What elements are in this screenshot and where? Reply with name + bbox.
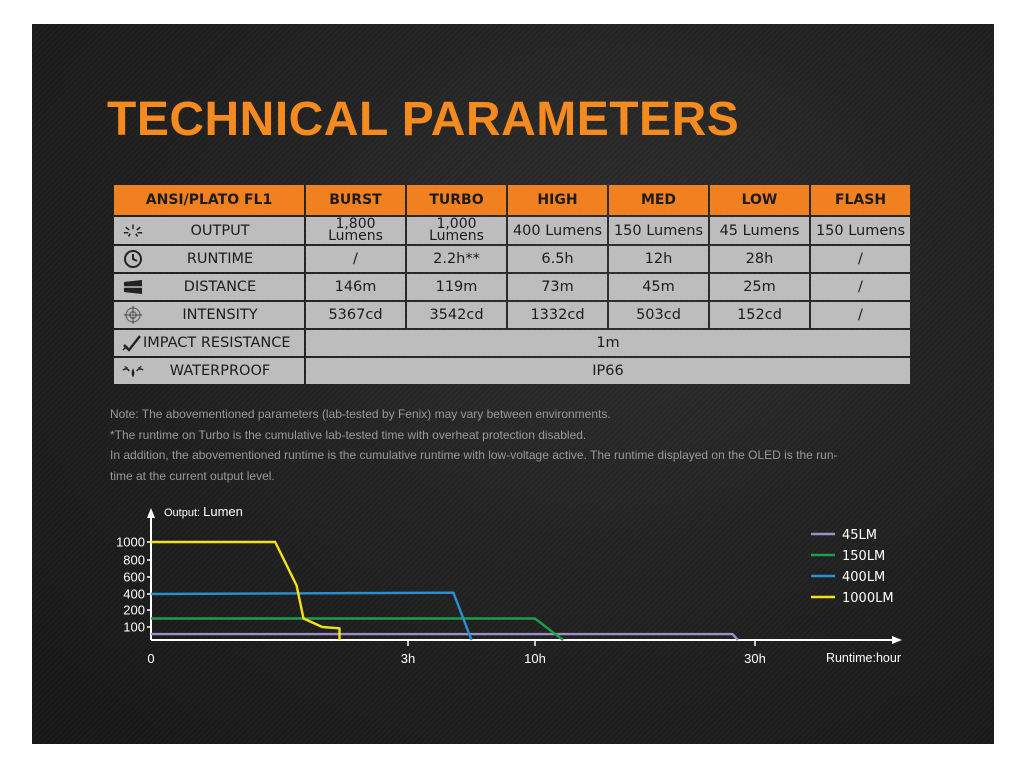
cell-value: 1,800 Lumens	[328, 216, 383, 244]
row-label-cell: IMPACT RESISTANCE	[114, 330, 304, 356]
table-cell: 28h	[710, 246, 809, 272]
table-cell: /	[306, 246, 405, 272]
table-cell: 119m	[407, 274, 506, 300]
y-axis-arrow-icon	[147, 508, 155, 518]
table-cell: 150 Lumens	[811, 217, 910, 244]
table-header-row: ANSI/PLATO FL1 BURST TURBO HIGH MED LOW …	[114, 185, 910, 215]
table-cell: 73m	[508, 274, 607, 300]
header-burst: BURST	[306, 185, 405, 215]
series-line-1000lm	[151, 540, 341, 640]
x-tick-label: 3h	[401, 651, 415, 666]
row-label: DISTANCE	[183, 279, 257, 295]
table-cell: 400 Lumens	[508, 217, 607, 244]
row-label: WATERPROOF	[169, 363, 271, 379]
water-splash-icon	[122, 362, 144, 380]
header-flash: FLASH	[811, 185, 910, 215]
table-cell: 25m	[710, 274, 809, 300]
y-tick-label: 200	[123, 603, 145, 618]
row-label: INTENSITY	[182, 307, 258, 323]
x-axis-label: Runtime:hour	[826, 651, 901, 665]
row-intensity: INTENSITY 5367cd 3542cd 1332cd 503cd 152cd /	[114, 302, 910, 328]
y-tick-label: 1000	[116, 535, 145, 550]
table-cell: 1,000 Lumens	[407, 217, 506, 244]
light-rays-icon	[122, 221, 144, 239]
note-line: Note: The abovementioned parameters (lab…	[110, 407, 611, 421]
table-cell: /	[811, 302, 910, 328]
table-cell: 2.2h**	[407, 246, 506, 272]
clock-icon	[122, 250, 144, 268]
impact-value: 1m	[306, 330, 910, 356]
header-med: MED	[609, 185, 708, 215]
table-cell: 1,800 Lumens	[306, 217, 405, 244]
header-turbo: TURBO	[407, 185, 506, 215]
table-cell: 150 Lumens	[609, 217, 708, 244]
note-line: In addition, the abovementioned runtime …	[110, 448, 838, 462]
header-standard: ANSI/PLATO FL1	[114, 185, 304, 215]
table-cell: 152cd	[710, 302, 809, 328]
row-label: RUNTIME	[186, 251, 254, 267]
x-axis-arrow-icon	[892, 636, 902, 644]
y-axis-label: Output: Lumen	[164, 504, 243, 519]
spec-panel: TECHNICAL PARAMETERS ANSI/PLATO FL1 BURS…	[32, 24, 994, 744]
beam-icon	[122, 278, 144, 296]
y-tick-label: 400	[123, 587, 145, 602]
y-tick-label: 100	[123, 620, 145, 635]
note-line: *The runtime on Turbo is the cumulative …	[110, 427, 587, 442]
y-tick-label: 600	[123, 570, 145, 585]
notes-block: Note: The abovementioned parameters (lab…	[110, 404, 920, 486]
row-label: IMPACT RESISTANCE	[143, 335, 291, 351]
header-low: LOW	[710, 185, 809, 215]
row-waterproof: WATERPROOF IP66	[114, 358, 910, 384]
table-cell: 6.5h	[508, 246, 607, 272]
legend-label: 45LM	[842, 528, 877, 543]
table-cell: /	[811, 274, 910, 300]
legend-label: 1000LM	[842, 591, 894, 606]
table-cell: 3542cd	[407, 302, 506, 328]
series-line-45lm	[151, 632, 739, 641]
y-tick-label: 800	[123, 553, 145, 568]
row-distance: DISTANCE 146m 119m 73m 45m 25m /	[114, 274, 910, 300]
table-cell: /	[811, 246, 910, 272]
table-cell: 5367cd	[306, 302, 405, 328]
legend-label: 150LM	[842, 549, 885, 564]
row-label-cell: OUTPUT	[114, 217, 304, 244]
waterproof-value: IP66	[306, 358, 910, 384]
row-label-cell: INTENSITY	[114, 302, 304, 328]
x-tick-label: 30h	[744, 651, 766, 666]
table-cell: 1332cd	[508, 302, 607, 328]
spec-table: ANSI/PLATO FL1 BURST TURBO HIGH MED LOW …	[112, 183, 912, 386]
row-output: OUTPUT 1,800 Lumens 1,000 Lumens 400 Lumens 15…	[114, 217, 910, 244]
crosshair-icon	[122, 306, 144, 324]
row-runtime: RUNTIME/2.2h** 6.5h 12h 28h /	[114, 246, 910, 272]
impact-icon	[122, 334, 144, 352]
series-line-150lm	[151, 617, 564, 641]
table-cell: 503cd	[609, 302, 708, 328]
row-label-cell: DISTANCE	[114, 274, 304, 300]
legend-label: 400LM	[842, 570, 885, 585]
series-line-400lm	[150, 591, 473, 641]
row-label-cell: RUNTIME	[114, 246, 304, 272]
cell-value: 1,000 Lumens	[429, 216, 484, 244]
note-line: time at the current output level.	[110, 468, 275, 483]
table-cell: 45m	[609, 274, 708, 300]
row-label: OUTPUT	[190, 222, 250, 239]
row-impact: IMPACT RESISTANCE 1m	[114, 330, 910, 356]
page-title: TECHNICAL PARAMETERS	[107, 93, 740, 146]
row-label-cell: WATERPROOF	[114, 358, 304, 384]
x-tick-label: 0	[147, 651, 154, 666]
table-cell: 146m	[306, 274, 405, 300]
table-cell: 12h	[609, 246, 708, 272]
x-tick-label: 10h	[524, 651, 546, 666]
header-high: HIGH	[508, 185, 607, 215]
table-cell: 45 Lumens	[710, 217, 809, 244]
